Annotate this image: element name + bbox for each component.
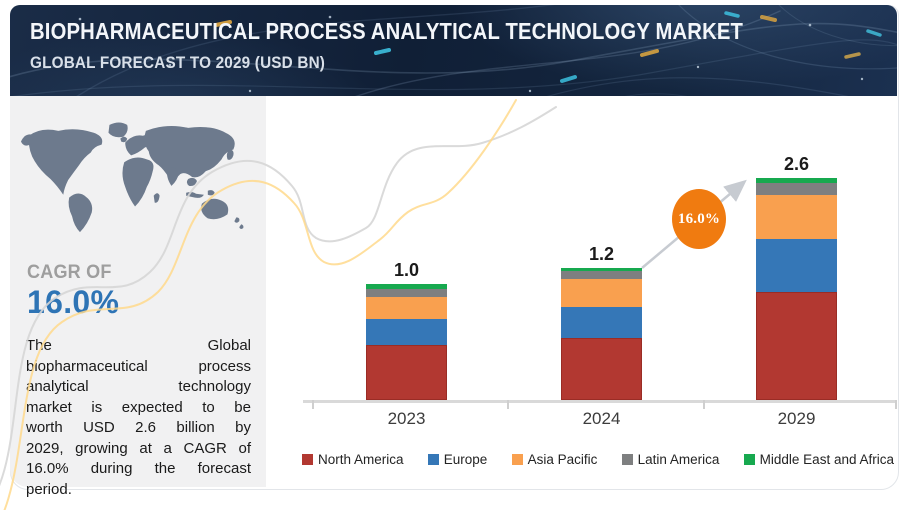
- bar-2029: [756, 178, 837, 400]
- legend-label: Asia Pacific: [527, 452, 598, 467]
- x-axis-tick: [507, 400, 509, 409]
- bar-2023: [366, 284, 447, 400]
- paragraph-line: The Global: [26, 337, 251, 354]
- bar-segment-middle-east-and-africa: [366, 284, 447, 289]
- paragraph-line: period.: [26, 480, 72, 498]
- bar-segment-north-america: [561, 338, 642, 400]
- paragraph-line: worth USD 2.6 billion by: [26, 419, 251, 436]
- legend-swatch-icon: [302, 454, 313, 465]
- bar-total-label: 1.2: [588, 244, 615, 264]
- legend-swatch-icon: [511, 454, 523, 465]
- page-title: BIOPHARMACEUTICAL PROCESS ANALYTICAL TEC…: [30, 18, 744, 44]
- paragraph-line: analytical technology: [26, 378, 251, 395]
- sidebar-paragraph: The Global biopharmaceutical process analy…: [26, 336, 251, 500]
- bar-total-label: 1.0: [393, 260, 420, 280]
- bar-segment-asia-pacific: [756, 195, 837, 240]
- x-axis-category-label: 2029: [777, 409, 816, 428]
- bar-segment-latin-america: [756, 183, 837, 196]
- world-map-icon: [20, 122, 244, 233]
- header-banner: BIOPHARMACEUTICAL PROCESS ANALYTICAL TEC…: [10, 5, 897, 96]
- bar-segment-middle-east-and-africa: [756, 178, 837, 184]
- legend-swatch-icon: [621, 454, 633, 465]
- legend-label: Middle East and Africa: [759, 452, 894, 467]
- bar-segment-asia-pacific: [366, 296, 447, 319]
- paragraph-line: biopharmaceutical process: [26, 357, 251, 375]
- bar-segment-latin-america: [561, 271, 642, 279]
- bar-segment-north-america: [366, 345, 447, 400]
- legend-swatch-icon: [743, 454, 755, 465]
- bar-segment-europe: [366, 318, 447, 346]
- sidebar-panel: CAGR OF 16.0% The Global biopharmaceutica…: [10, 96, 266, 498]
- legend-item-asia-pacific: Asia Pacific: [511, 452, 598, 467]
- legend-item-latin-america: Latin America: [621, 452, 720, 467]
- bar-segment-europe: [561, 306, 642, 339]
- cagr-label: CAGR OF: [27, 262, 112, 283]
- bar-segment-north-america: [756, 292, 837, 400]
- bar-total-label: 2.6: [783, 154, 810, 174]
- x-axis-category-label: 2024: [582, 409, 621, 428]
- legend-swatch-icon: [427, 454, 439, 465]
- legend-label: North America: [318, 452, 404, 467]
- x-axis-tick: [703, 400, 705, 409]
- cagr-value: 16.0%: [27, 284, 120, 320]
- legend-label: Latin America: [637, 452, 720, 467]
- paragraph-line: 2029, growing at a CAGR of: [26, 439, 251, 457]
- chart-legend: North America Europe Asia Pacific Latin Ame…: [302, 452, 894, 467]
- cagr-badge: 16.0%: [672, 189, 726, 249]
- legend-label: Europe: [443, 452, 488, 467]
- network-pattern-decoration: [10, 5, 897, 96]
- page-subtitle: GLOBAL FORECAST TO 2029 (USD BN): [30, 53, 326, 72]
- x-axis-category-label: 2023: [387, 409, 426, 428]
- paragraph-line: 16.0% during the forecast: [26, 460, 251, 477]
- legend-item-europe: Europe: [427, 452, 488, 467]
- paragraph-line: market is expected to be: [26, 398, 251, 416]
- bar-segment-middle-east-and-africa: [561, 268, 642, 272]
- x-axis-tick: [312, 400, 314, 409]
- legend-item-middle-east-and-africa: Middle East and Africa: [743, 452, 894, 467]
- bar-segment-latin-america: [366, 288, 447, 297]
- x-axis-tick: [895, 400, 897, 409]
- bar-2024: [561, 268, 642, 400]
- bar-segment-europe: [756, 239, 837, 293]
- x-axis-line: [303, 400, 897, 403]
- legend-item-north-america: North America: [302, 452, 404, 467]
- bar-segment-asia-pacific: [561, 279, 642, 307]
